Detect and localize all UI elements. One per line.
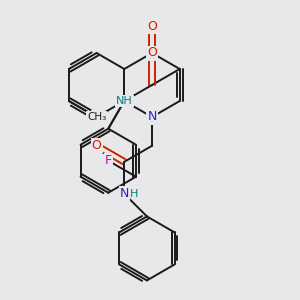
Text: CH₃: CH₃ — [87, 112, 106, 122]
Text: O: O — [147, 46, 157, 59]
Text: H: H — [130, 189, 139, 199]
Text: N: N — [92, 110, 101, 124]
Text: O: O — [92, 139, 101, 152]
Text: N: N — [120, 187, 129, 200]
Text: NH: NH — [116, 96, 133, 106]
Text: N: N — [147, 110, 157, 124]
Text: O: O — [147, 20, 157, 33]
Text: F: F — [105, 154, 112, 167]
